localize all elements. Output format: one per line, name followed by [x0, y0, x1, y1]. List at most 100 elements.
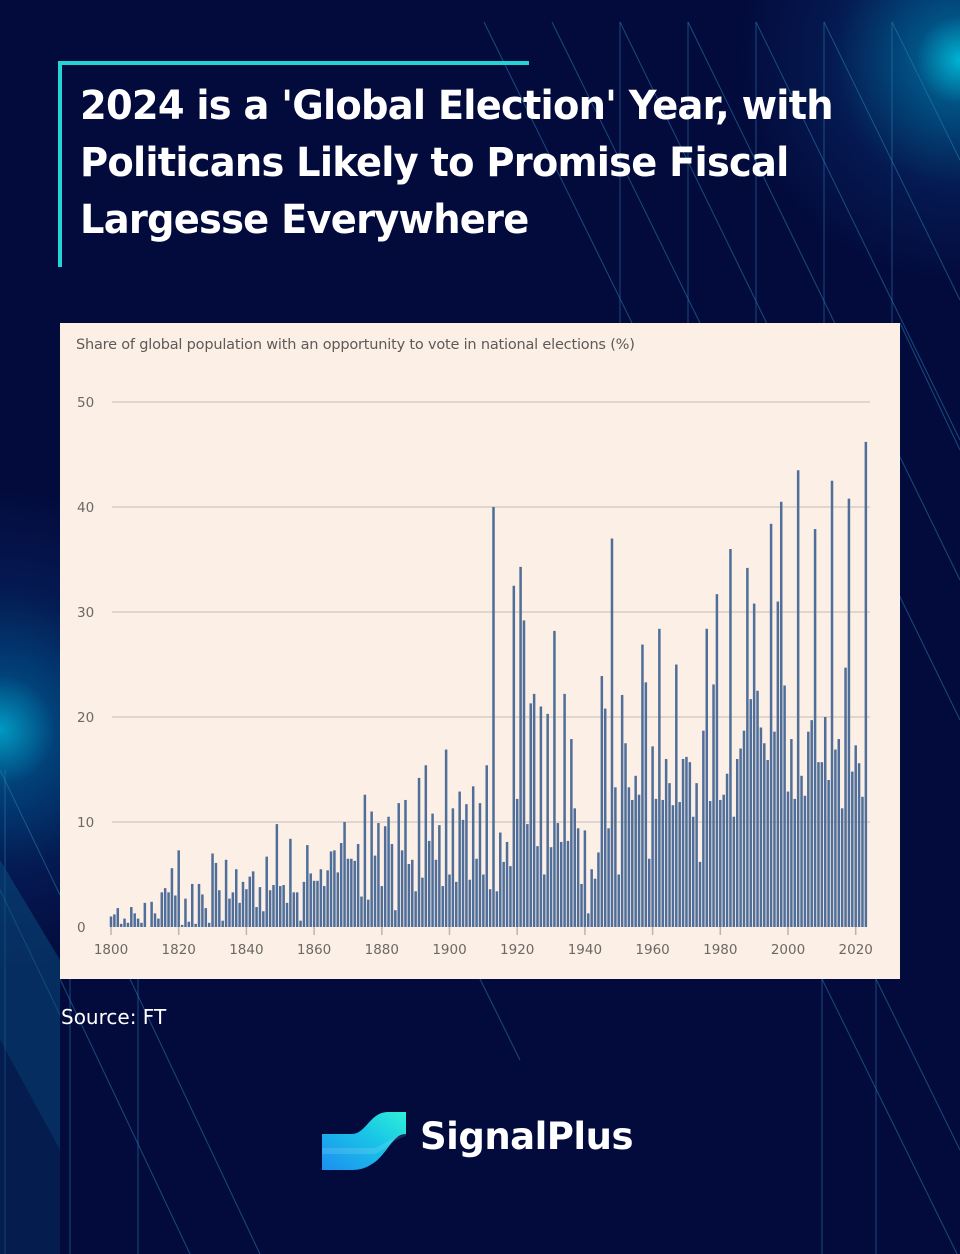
bar-1868	[339, 843, 343, 927]
bar-2016	[840, 808, 844, 927]
bar-1909	[478, 803, 482, 927]
bar-2007	[810, 720, 813, 927]
bar-1803	[119, 923, 123, 927]
x-tick-label: 1880	[365, 942, 399, 958]
x-tick-label: 1980	[703, 942, 737, 958]
bar-1890	[414, 891, 417, 927]
bar-1837	[234, 869, 238, 927]
bar-1800	[109, 916, 113, 927]
chart-title: Share of global population with an oppor…	[76, 337, 635, 353]
bar-1995	[769, 523, 773, 927]
bar-1838	[238, 902, 241, 927]
bar-1867	[336, 872, 340, 927]
bar-1871	[350, 858, 353, 927]
title-accent-bar-vertical	[58, 61, 62, 267]
bar-1978	[712, 684, 715, 927]
bar-1879	[377, 823, 380, 927]
bar-1813	[153, 913, 157, 927]
bar-1815	[160, 892, 164, 927]
bar-2008	[813, 529, 817, 927]
bar-1875	[363, 794, 367, 927]
bar-1982	[725, 773, 729, 927]
bar-1848	[272, 885, 275, 927]
bar-1927	[539, 706, 543, 927]
bar-1863	[323, 886, 326, 927]
bar-2017	[844, 667, 847, 927]
brand-name: SignalPlus	[420, 1115, 633, 1158]
bar-1990	[752, 603, 756, 927]
bar-1872	[353, 860, 356, 927]
bar-1969	[681, 759, 685, 927]
bar-1966	[671, 805, 675, 927]
bar-1840	[245, 889, 248, 927]
bar-1824	[190, 883, 194, 927]
bar-1816	[163, 888, 167, 927]
bar-1932	[556, 823, 560, 927]
x-tick-label: 1920	[500, 942, 534, 958]
bar-1986	[739, 748, 742, 927]
bar-1812	[150, 901, 153, 927]
bar-1956	[637, 794, 641, 927]
bar-1855	[295, 892, 299, 927]
bar-1976	[705, 628, 709, 927]
bar-1852	[285, 902, 289, 927]
bar-1814	[157, 918, 160, 927]
bar-1904	[461, 819, 465, 927]
bar-1944	[597, 852, 600, 927]
bar-1985	[735, 759, 739, 927]
y-tick-label: 20	[77, 710, 94, 726]
bar-1938	[576, 828, 580, 927]
bar-1913	[492, 507, 495, 927]
bar-1967	[675, 664, 678, 927]
bar-1955	[634, 775, 637, 927]
bar-1829	[207, 922, 211, 927]
bar-1977	[708, 801, 712, 927]
bar-1989	[749, 699, 753, 927]
bar-1858	[306, 845, 309, 927]
bar-1808	[136, 918, 140, 927]
bar-2001	[790, 739, 793, 927]
bar-1905	[465, 804, 468, 927]
bar-1826	[197, 883, 201, 927]
x-tick-label: 1900	[432, 942, 466, 958]
bar-1988	[746, 567, 749, 927]
bar-1992	[759, 727, 763, 927]
bar-1943	[593, 878, 597, 927]
bar-1821	[180, 924, 184, 927]
bar-1882	[387, 816, 390, 927]
bar-1987	[742, 730, 746, 927]
bar-1887	[404, 799, 407, 927]
bar-1926	[536, 846, 539, 927]
bar-2020	[854, 745, 857, 927]
bar-1937	[573, 808, 576, 927]
bar-1907	[471, 786, 475, 927]
bar-2013	[830, 480, 834, 927]
bar-1952	[624, 743, 627, 927]
bar-1865	[329, 851, 333, 927]
bar-2010	[820, 762, 824, 927]
bar-1961	[654, 798, 658, 927]
bar-1970	[685, 756, 688, 927]
bar-1902	[455, 881, 458, 927]
bar-1940	[583, 830, 587, 927]
x-tick-label: 1940	[568, 942, 602, 958]
bar-1928	[543, 874, 546, 927]
bar-1801	[113, 914, 116, 927]
bar-2015	[837, 739, 841, 927]
bar-1892	[421, 877, 424, 927]
bar-1953	[627, 787, 631, 927]
bar-1972	[691, 816, 695, 927]
bar-1980	[719, 799, 722, 927]
bar-1878	[373, 855, 377, 927]
bar-1820	[177, 850, 180, 927]
bar-1841	[248, 876, 252, 927]
bar-1836	[231, 892, 235, 927]
bar-1912	[488, 889, 492, 927]
bar-1806	[130, 907, 133, 927]
bar-1880	[380, 886, 384, 927]
bar-1849	[275, 824, 279, 927]
bar-1922	[522, 620, 526, 927]
bar-1802	[116, 908, 120, 927]
bar-1998	[779, 501, 783, 927]
bar-1914	[495, 891, 499, 927]
